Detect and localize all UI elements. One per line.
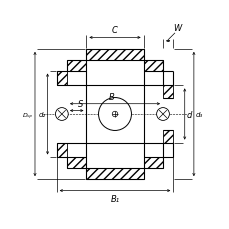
Polygon shape <box>86 168 143 179</box>
Text: B₁: B₁ <box>110 194 119 203</box>
Circle shape <box>156 108 169 121</box>
Polygon shape <box>143 61 162 71</box>
Text: C: C <box>112 26 117 35</box>
Polygon shape <box>162 86 172 99</box>
Polygon shape <box>67 158 86 168</box>
Text: S: S <box>78 100 83 109</box>
Text: W: W <box>172 24 181 33</box>
Polygon shape <box>86 50 143 61</box>
Circle shape <box>55 108 68 121</box>
Circle shape <box>98 98 131 131</box>
Polygon shape <box>57 143 67 158</box>
Polygon shape <box>57 71 67 86</box>
Polygon shape <box>67 61 86 71</box>
Circle shape <box>112 112 117 117</box>
Text: Dₛₚ: Dₛₚ <box>23 112 33 117</box>
Text: d₂: d₂ <box>38 112 46 117</box>
Text: B: B <box>108 93 114 102</box>
Text: d: d <box>186 110 191 119</box>
Polygon shape <box>162 130 172 143</box>
Text: d₃: d₃ <box>195 112 202 117</box>
Polygon shape <box>143 158 162 168</box>
